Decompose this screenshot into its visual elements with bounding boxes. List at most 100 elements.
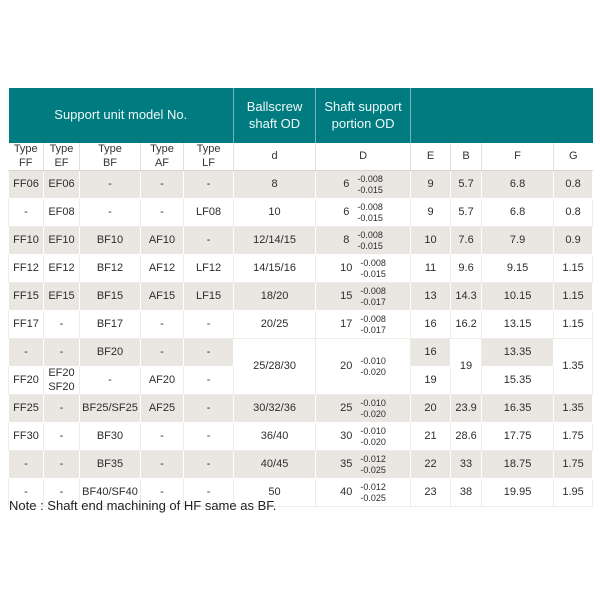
model-lf-cell: -	[182, 366, 235, 395]
model-ff-cell: -	[8, 338, 44, 367]
table-row: FF06 EF06 - - - 8 6 -0.008 -0.015 9 5.7 6…	[8, 170, 594, 199]
model-bf-cell: BF35	[79, 450, 141, 479]
D-value: 17	[340, 317, 353, 330]
ballscrew-d-cell: 40/45	[233, 450, 317, 479]
model-bf-cell: BF12	[79, 254, 141, 283]
col-header-type-af: Type AF	[140, 143, 184, 171]
b-cell: 38	[450, 478, 483, 507]
g-cell: 1.15	[553, 282, 594, 311]
col-header-type-bf: Type BF	[79, 143, 141, 171]
ballscrew-d-cell: 20/25	[233, 310, 317, 339]
model-bf-cell: -	[79, 366, 141, 395]
model-ff-cell: FF10	[8, 226, 44, 255]
shaft-D-cell: 35 -0.012 -0.025	[315, 450, 412, 479]
model-af-cell: -	[140, 422, 184, 451]
table-row: FF10 EF10 BF10 AF10 - 12/14/15 8 -0.008 -…	[8, 226, 594, 255]
shaft-D-cell: 17 -0.008 -0.017	[315, 310, 412, 339]
e-cell: 10	[410, 226, 452, 255]
model-ff-cell: FF25	[8, 394, 44, 423]
f-cell: 13.15	[481, 310, 555, 339]
model-af-cell: -	[140, 338, 184, 367]
group-header-shaft-support-od: Shaft support portion OD	[315, 88, 411, 143]
model-lf-cell: -	[182, 394, 235, 423]
model-bf-cell: BF10	[79, 226, 141, 255]
col-header-e: E	[410, 143, 451, 171]
f-cell: 19.95	[481, 478, 555, 507]
group-header-row: Support unit model No. Ballscrew shaft O…	[8, 88, 593, 143]
model-ff-cell: FF12	[8, 254, 44, 283]
D-value: 15	[340, 289, 353, 302]
table-row: FF17 - BF17 - - 20/25 17 -0.008 -0.017 16…	[8, 310, 594, 339]
D-value: 20	[340, 359, 353, 372]
b-cell: 7.6	[450, 226, 483, 255]
model-af-cell: AF20	[140, 366, 184, 395]
model-ef-cell: EF10	[43, 226, 80, 255]
model-bf-cell: -	[79, 198, 141, 227]
model-af-cell: AF15	[140, 282, 184, 311]
D-tolerance: -0.012 -0.025	[360, 453, 386, 475]
D-value: 35	[340, 457, 353, 470]
ballscrew-d-cell: 18/20	[233, 282, 317, 311]
model-lf-cell: -	[182, 422, 235, 451]
shaft-D-cell: 30 -0.010 -0.020	[315, 422, 412, 451]
D-tolerance: -0.008 -0.015	[357, 201, 383, 223]
model-af-cell: -	[140, 198, 184, 227]
model-ff-cell: -	[8, 198, 44, 227]
col-header-type-lf: Type LF	[182, 143, 234, 171]
g-cell: 0.9	[553, 226, 594, 255]
f-cell: 13.35	[481, 338, 555, 367]
ballscrew-d-cell: 12/14/15	[233, 226, 317, 255]
col-header-type-ff: Type FF	[8, 143, 44, 171]
model-lf-cell: -	[182, 478, 235, 507]
col-header-b: B	[450, 143, 482, 171]
D-value: 6	[343, 177, 350, 190]
model-af-cell: AF25	[140, 394, 184, 423]
col-header-type-ef: Type EF	[43, 143, 80, 171]
model-ef-cell: EF12	[43, 254, 80, 283]
model-ff-cell: FF30	[8, 422, 44, 451]
model-ef-cell: -	[43, 338, 80, 367]
D-tolerance: -0.008 -0.015	[360, 257, 386, 279]
shaft-D-cell: 10 -0.008 -0.015	[315, 254, 412, 283]
e-cell: 20	[410, 394, 452, 423]
table-row: FF25 - BF25/SF25 AF25 - 30/32/36 25 -0.01…	[8, 394, 594, 423]
table-row: - - BF40/SF40 - - 50 40 -0.012 -0.025 23 …	[8, 478, 594, 507]
b-cell: 5.7	[450, 170, 483, 199]
D-value: 25	[340, 401, 353, 414]
model-lf-cell: -	[182, 170, 235, 199]
shaft-D-cell: 20 -0.010 -0.020	[315, 338, 412, 395]
group-header-dimensions-blank	[410, 88, 593, 143]
model-af-cell: -	[140, 478, 184, 507]
model-lf-cell: -	[182, 310, 235, 339]
shaft-D-cell: 6 -0.008 -0.015	[315, 170, 412, 199]
e-cell: 9	[410, 170, 452, 199]
f-cell: 10.15	[481, 282, 555, 311]
g-cell: 1.75	[553, 422, 594, 451]
shaft-D-cell: 25 -0.010 -0.020	[315, 394, 412, 423]
f-cell: 18.75	[481, 450, 555, 479]
e-cell: 13	[410, 282, 452, 311]
model-ef-cell: EF20 SF20	[43, 366, 80, 395]
shaft-D-cell: 8 -0.008 -0.015	[315, 226, 412, 255]
ballscrew-d-cell: 25/28/30	[233, 338, 317, 395]
shaft-D-cell: 40 -0.012 -0.025	[315, 478, 412, 507]
e-cell: 22	[410, 450, 452, 479]
g-cell: 1.95	[553, 478, 594, 507]
model-ef-cell: -	[43, 422, 80, 451]
ballscrew-d-cell: 50	[233, 478, 317, 507]
b-cell: 23.9	[450, 394, 483, 423]
table-row: - - BF35 - - 40/45 35 -0.012 -0.025 22 33…	[8, 450, 594, 479]
D-tolerance: -0.010 -0.020	[360, 425, 386, 447]
footnote: Note : Shaft end machining of HF same as…	[9, 498, 277, 513]
model-lf-cell: -	[182, 226, 235, 255]
model-ff-cell: -	[8, 478, 44, 507]
model-ff-cell: FF20	[8, 366, 44, 395]
f-cell: 7.9	[481, 226, 555, 255]
table-row: FF12 EF12 BF12 AF12 LF12 14/15/16 10 -0.0…	[8, 254, 594, 283]
e-cell: 21	[410, 422, 452, 451]
model-bf-cell: BF40/SF40	[79, 478, 141, 507]
ballscrew-d-cell: 10	[233, 198, 317, 227]
model-af-cell: AF10	[140, 226, 184, 255]
col-header-g: G	[553, 143, 593, 171]
D-value: 40	[340, 485, 353, 498]
